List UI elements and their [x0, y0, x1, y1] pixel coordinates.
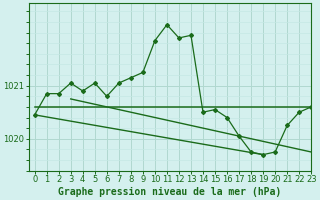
X-axis label: Graphe pression niveau de la mer (hPa): Graphe pression niveau de la mer (hPa) — [58, 186, 282, 197]
